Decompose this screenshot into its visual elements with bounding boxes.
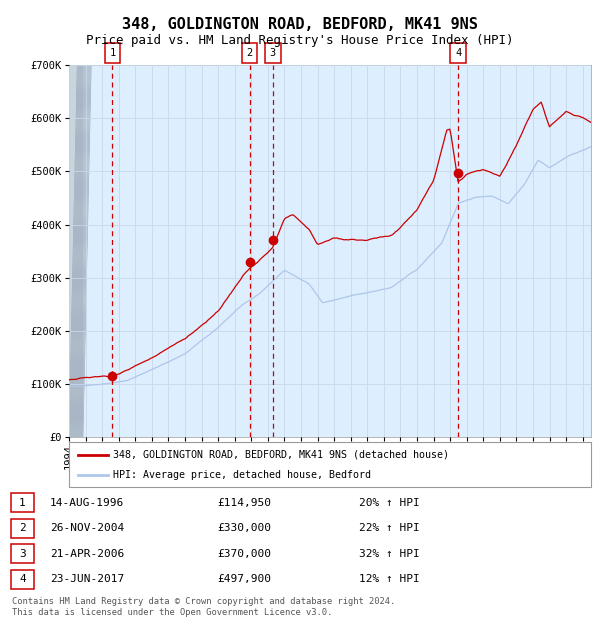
- Text: 348, GOLDINGTON ROAD, BEDFORD, MK41 9NS (detached house): 348, GOLDINGTON ROAD, BEDFORD, MK41 9NS …: [113, 450, 449, 459]
- Text: Contains HM Land Registry data © Crown copyright and database right 2024.
This d: Contains HM Land Registry data © Crown c…: [12, 598, 395, 617]
- FancyBboxPatch shape: [104, 43, 120, 63]
- Text: £497,900: £497,900: [218, 574, 272, 584]
- Text: 22% ↑ HPI: 22% ↑ HPI: [359, 523, 419, 533]
- FancyBboxPatch shape: [265, 43, 281, 63]
- FancyBboxPatch shape: [11, 544, 34, 564]
- Text: 20% ↑ HPI: 20% ↑ HPI: [359, 498, 419, 508]
- Text: £330,000: £330,000: [218, 523, 272, 533]
- FancyBboxPatch shape: [11, 493, 34, 512]
- Text: 32% ↑ HPI: 32% ↑ HPI: [359, 549, 419, 559]
- FancyBboxPatch shape: [69, 442, 591, 487]
- FancyBboxPatch shape: [11, 570, 34, 589]
- Text: 26-NOV-2004: 26-NOV-2004: [50, 523, 124, 533]
- Text: 23-JUN-2017: 23-JUN-2017: [50, 574, 124, 584]
- FancyBboxPatch shape: [450, 43, 466, 63]
- Text: 14-AUG-1996: 14-AUG-1996: [50, 498, 124, 508]
- Text: £370,000: £370,000: [218, 549, 272, 559]
- Text: 3: 3: [19, 549, 26, 559]
- Text: 2: 2: [247, 48, 253, 58]
- FancyBboxPatch shape: [242, 43, 257, 63]
- Text: 12% ↑ HPI: 12% ↑ HPI: [359, 574, 419, 584]
- Text: 4: 4: [19, 574, 26, 584]
- Text: Price paid vs. HM Land Registry's House Price Index (HPI): Price paid vs. HM Land Registry's House …: [86, 34, 514, 46]
- Text: 4: 4: [455, 48, 461, 58]
- Text: 1: 1: [19, 498, 26, 508]
- Text: 1: 1: [109, 48, 116, 58]
- Text: 3: 3: [270, 48, 276, 58]
- Polygon shape: [69, 65, 82, 437]
- Text: 2: 2: [19, 523, 26, 533]
- Text: 21-APR-2006: 21-APR-2006: [50, 549, 124, 559]
- FancyBboxPatch shape: [11, 518, 34, 538]
- Text: £114,950: £114,950: [218, 498, 272, 508]
- Text: HPI: Average price, detached house, Bedford: HPI: Average price, detached house, Bedf…: [113, 470, 371, 480]
- Text: 348, GOLDINGTON ROAD, BEDFORD, MK41 9NS: 348, GOLDINGTON ROAD, BEDFORD, MK41 9NS: [122, 17, 478, 32]
